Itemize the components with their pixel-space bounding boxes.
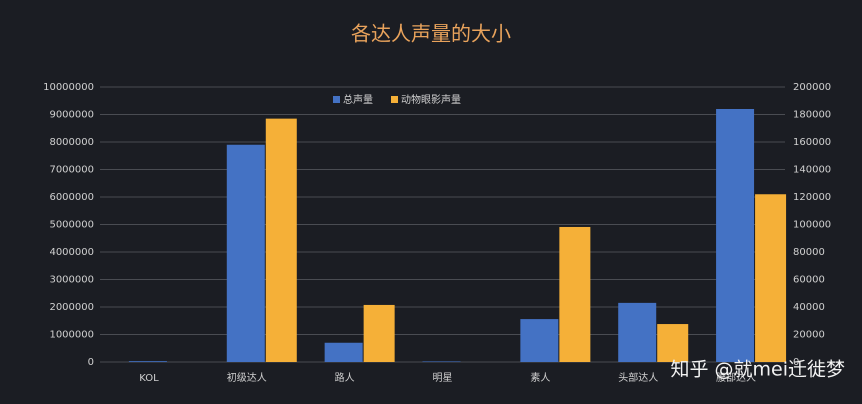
y-tick-label: 9000000	[49, 110, 94, 121]
y2-tick-label: 120000	[793, 192, 831, 203]
bar	[265, 118, 297, 362]
y2-tick-label: 200000	[793, 82, 831, 93]
chart-title: 各达人声量的大小	[351, 22, 511, 46]
y-tick-label: 6000000	[49, 192, 94, 203]
y-tick-label: 8000000	[49, 137, 94, 148]
y2-tick-label: 60000	[793, 275, 825, 286]
legend-swatch	[391, 96, 398, 103]
legend-label: 总声量	[343, 93, 373, 106]
y-tick-label: 3000000	[49, 275, 94, 286]
bar	[618, 302, 657, 362]
y-tick-label: 4000000	[49, 247, 94, 258]
x-tick-label: KOL	[139, 373, 159, 384]
y2-tick-label: 160000	[793, 137, 831, 148]
x-tick-label: 素人	[530, 371, 550, 384]
bar	[520, 319, 559, 362]
x-tick-label: 头部达人	[618, 371, 658, 384]
y2-tick-label: 100000	[793, 220, 831, 231]
x-tick-label: 初级达人	[227, 371, 267, 384]
bar	[128, 361, 167, 362]
y-tick-label: 0	[88, 357, 94, 368]
bar	[226, 144, 265, 362]
bar	[559, 226, 591, 362]
y2-tick-label: 180000	[793, 110, 831, 121]
y-tick-label: 10000000	[43, 82, 94, 93]
y-tick-label: 1000000	[49, 330, 94, 341]
x-tick-label: 明星	[433, 372, 453, 384]
bar	[324, 342, 363, 362]
y2-tick-label: 80000	[793, 247, 825, 258]
y2-tick-label: 20000	[793, 330, 825, 341]
bar	[755, 194, 787, 362]
legend-label: 动物眼影声量	[401, 93, 461, 106]
y2-tick-label: 140000	[793, 165, 831, 176]
bar	[363, 304, 395, 362]
bar	[657, 324, 689, 362]
x-tick-label: 腰部达人	[716, 371, 756, 384]
watermark: 知乎 @就mei迁徙梦	[670, 359, 845, 381]
y-tick-label: 2000000	[49, 302, 94, 313]
y2-tick-label: 0	[793, 357, 799, 368]
y-tick-label: 7000000	[49, 165, 94, 176]
y2-tick-label: 40000	[793, 302, 825, 313]
bar	[716, 109, 755, 362]
x-tick-label: 路人	[335, 371, 355, 384]
legend-swatch	[333, 96, 340, 103]
bar	[422, 361, 461, 362]
y-tick-label: 5000000	[49, 220, 94, 231]
